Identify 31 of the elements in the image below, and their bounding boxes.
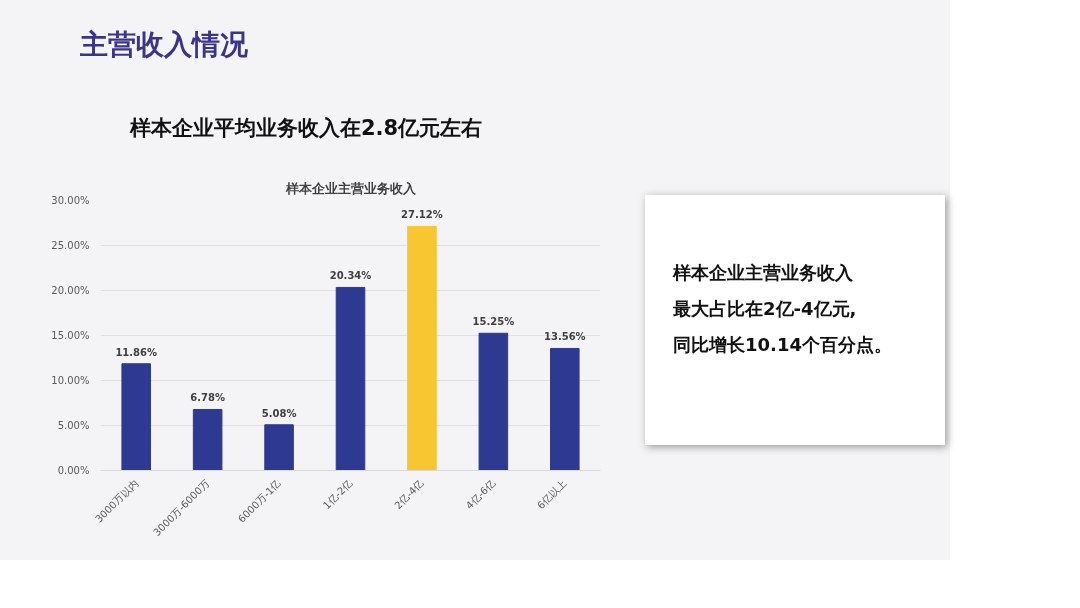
bar [407, 225, 437, 471]
y-tick-label: 25.00% [51, 240, 90, 251]
bar [121, 363, 151, 471]
text: 样本企业平均业务收入在2.8亿元左右 [130, 115, 483, 142]
y-tick-label: 10.00% [51, 375, 90, 386]
y-tick-label: 15.00% [51, 330, 90, 341]
x-tick-label: 2亿-4亿 [392, 477, 426, 512]
data-label: 15.25% [472, 316, 515, 328]
y-tick-label: 30.00% [51, 195, 90, 206]
y-tick-label: 0.00% [57, 465, 90, 476]
data-label: 11.86% [115, 346, 158, 358]
data-label: 20.34% [329, 270, 372, 282]
y-tick-label: 20.00% [51, 285, 90, 296]
x-tick-label: 1亿-2亿 [320, 477, 355, 512]
chart-title: 样本企业主营业务收入 [284, 180, 417, 196]
text: 最大占比在2亿-4亿元, [673, 298, 857, 319]
data-label: 6.78% [190, 392, 225, 404]
text: 样本企业主营业务收入 [673, 262, 853, 283]
bar [192, 408, 223, 471]
bar [478, 332, 509, 471]
bar [264, 424, 294, 471]
data-label: 13.56% [543, 331, 586, 343]
data-label: 5.08% [261, 407, 297, 419]
text: 主营收入情况 [80, 27, 248, 63]
x-tick-label: 6亿以上 [535, 477, 569, 512]
bar [550, 347, 580, 471]
x-tick-label: 4亿-6亿 [463, 477, 498, 512]
text: 同比增长10.14个百分点。 [673, 334, 892, 355]
y-tick-label: 5.00% [57, 420, 90, 431]
bar [335, 286, 366, 471]
data-label: 27.12% [401, 209, 443, 221]
